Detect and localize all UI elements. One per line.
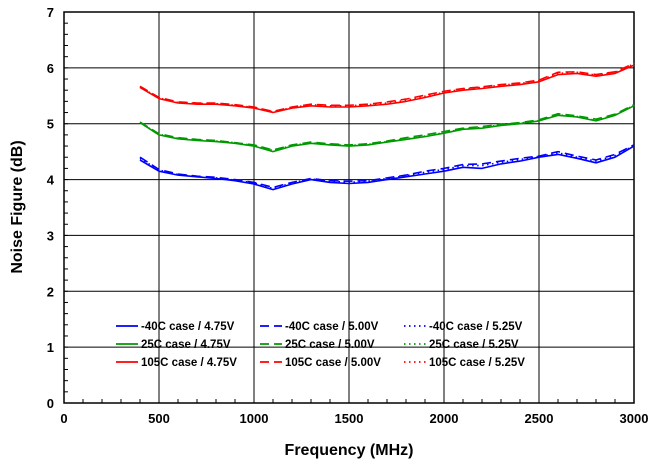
series-line-9 (139, 63, 635, 113)
y-tick-label: 2 (47, 284, 54, 299)
x-tick-label: 500 (148, 411, 170, 426)
x-tick-labels: 0 500 1000 1500 2000 2500 3000 (60, 411, 648, 426)
legend-label-9: 105C case / 5.25V (429, 357, 525, 369)
y-tick-labels: 0 1 2 3 4 5 6 7 (47, 5, 55, 411)
x-axis-label: Frequency (MHz) (285, 442, 414, 459)
y-tick-label: 5 (47, 117, 54, 132)
y-tick-label: 6 (47, 61, 54, 76)
y-tick-label: 1 (47, 340, 54, 355)
legend-label-7: 105C case / 4.75V (141, 357, 237, 369)
grid (64, 12, 634, 403)
legend-label-6: 25C case / 5.25V (429, 339, 519, 351)
minor-ticks (63, 11, 635, 404)
legend-label-8: 105C case / 5.00V (285, 357, 381, 369)
y-tick-label: 7 (47, 5, 54, 20)
y-axis-label: Noise Figure (dB) (9, 140, 26, 273)
legend: -40C case / 4.75V -40C case / 5.00V -40C c… (116, 321, 525, 369)
x-tick-label: 3000 (620, 411, 649, 426)
series-line-6 (139, 104, 635, 152)
x-tick-label: 2500 (525, 411, 554, 426)
series-lines (139, 62, 635, 191)
legend-label-1: -40C case / 4.75V (141, 321, 235, 333)
legend-label-4: 25C case / 4.75V (141, 339, 231, 351)
x-tick-label: 1000 (240, 411, 269, 426)
y-tick-label: 4 (47, 173, 55, 188)
y-tick-label: 0 (47, 396, 54, 411)
x-tick-label: 1500 (335, 411, 364, 426)
legend-label-2: -40C case / 5.00V (285, 321, 379, 333)
y-tick-label: 3 (47, 228, 54, 243)
legend-label-3: -40C case / 5.25V (429, 321, 523, 333)
x-tick-label: 2000 (430, 411, 459, 426)
legend-label-5: 25C case / 5.00V (285, 339, 375, 351)
series-line-3 (139, 144, 635, 190)
x-tick-label: 0 (60, 411, 67, 426)
